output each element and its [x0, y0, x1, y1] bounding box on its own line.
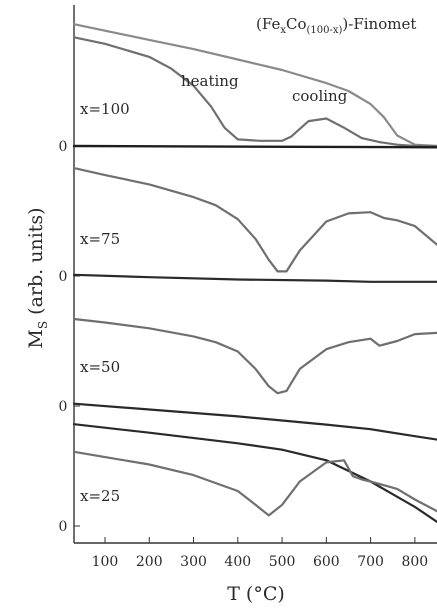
x-tick-label-400: 400 — [224, 554, 251, 570]
panel-label: x=75 — [80, 230, 120, 248]
x-tick-label-700: 700 — [357, 554, 384, 570]
y-axis-title: MS (arb. units) — [25, 207, 50, 348]
chart-title: (FexCo(100-x))-Finomet — [256, 15, 416, 36]
heating-annotation: heating — [181, 72, 239, 90]
ticks-layer: 100 200 300 400 500 600 700 800 — [92, 537, 428, 570]
zero-label: 0 — [59, 519, 68, 535]
x-tick-label-800: 800 — [401, 554, 428, 570]
series-cooling-line — [72, 23, 437, 148]
x-tick-label-100: 100 — [92, 554, 119, 570]
panel-label: x=50 — [80, 358, 120, 376]
x-tick-label-500: 500 — [269, 554, 296, 570]
series-cooling-line — [72, 402, 437, 441]
zero-label: 0 — [59, 139, 68, 155]
series-heating-line — [72, 317, 437, 395]
x-tick-label-200: 200 — [136, 554, 163, 570]
panels-layer: 0 x=100 0 x=75 0 x=50 0 x=25 — [59, 23, 437, 535]
panel-2: 0 x=75 — [59, 167, 437, 285]
panel-3: 0 x=50 — [59, 317, 437, 441]
panel-1: 0 x=100 — [59, 23, 437, 155]
series-cooling-line — [72, 273, 437, 283]
zero-label: 0 — [59, 269, 68, 285]
series-heating-line — [72, 167, 437, 273]
x-tick-label-300: 300 — [180, 554, 207, 570]
series-heating-line — [72, 36, 437, 148]
panel-label: x=25 — [80, 487, 120, 505]
x-axis-title: T (°C) — [227, 583, 285, 605]
series-heating-line — [72, 450, 437, 517]
series-cooling-line — [72, 423, 437, 523]
series-baseline-line — [72, 144, 437, 149]
x-tick-label-600: 600 — [313, 554, 340, 570]
zero-label: 0 — [59, 399, 68, 415]
cooling-annotation: cooling — [292, 87, 348, 105]
panel-4: 0 x=25 — [59, 423, 437, 535]
panel-label: x=100 — [80, 100, 130, 118]
